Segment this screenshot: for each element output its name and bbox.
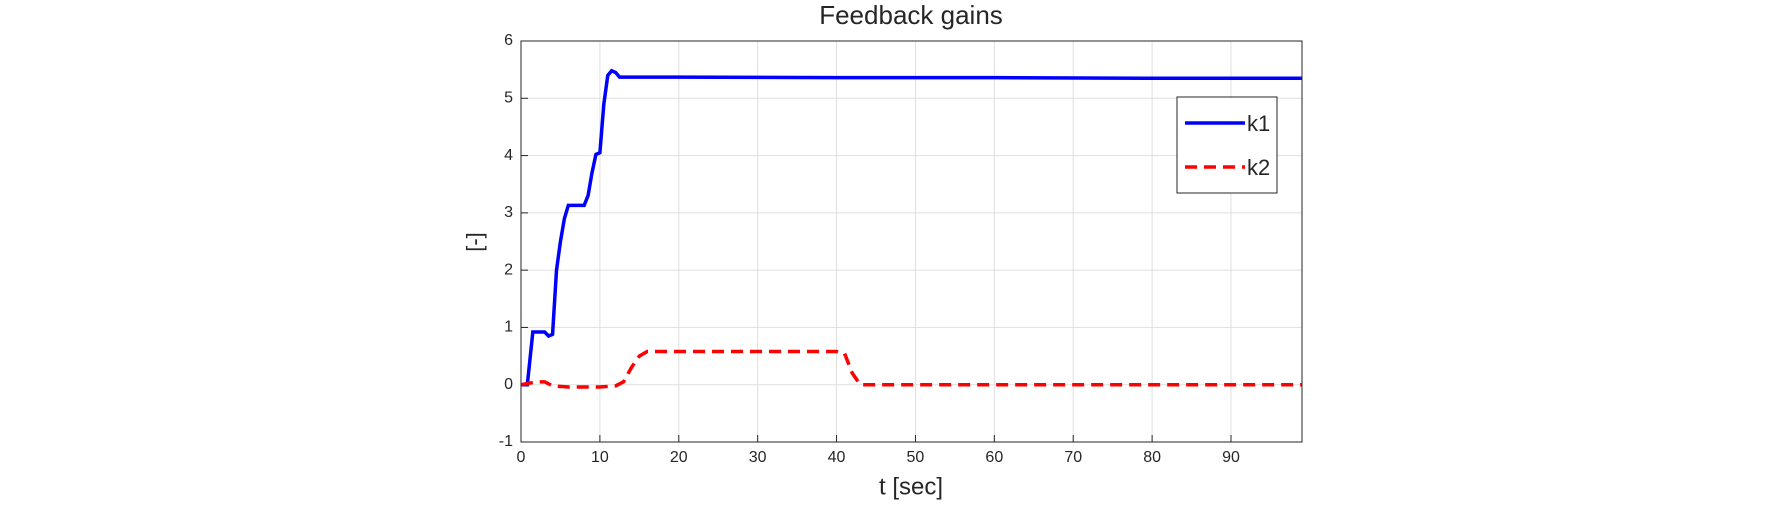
y-tick-label: 0 xyxy=(504,376,513,393)
x-tick-label: 20 xyxy=(670,449,688,466)
plot-area xyxy=(521,41,1302,442)
legend-label: k1 xyxy=(1247,111,1270,136)
y-axis-label: [-] xyxy=(462,232,487,252)
x-tick-label: 50 xyxy=(907,449,925,466)
series-line xyxy=(520,349,1302,389)
x-tick-label: 40 xyxy=(828,449,846,466)
x-tick-label: 80 xyxy=(1143,449,1161,466)
x-tick-label: 0 xyxy=(517,449,526,466)
legend-box xyxy=(1176,96,1278,194)
x-tick-label: 70 xyxy=(1064,449,1082,466)
y-tick-label: 6 xyxy=(504,32,513,49)
y-tick-label: 1 xyxy=(504,319,513,336)
y-tick-label: 5 xyxy=(504,90,513,107)
series-line xyxy=(521,68,1302,387)
y-tick-label: -1 xyxy=(499,433,513,450)
plot-frame xyxy=(520,40,1303,443)
x-tick-label: 10 xyxy=(591,449,609,466)
y-tick-label: 3 xyxy=(504,204,513,221)
x-tick-label: 30 xyxy=(749,449,767,466)
y-tick-label: 2 xyxy=(504,261,513,278)
x-tick-label: 90 xyxy=(1222,449,1240,466)
legend-label: k2 xyxy=(1247,155,1270,180)
x-tick-label: 60 xyxy=(985,449,1003,466)
chart-title: Feedback gains xyxy=(819,0,1003,30)
y-tick-label: 4 xyxy=(504,147,513,164)
x-axis-label: t [sec] xyxy=(879,473,943,500)
